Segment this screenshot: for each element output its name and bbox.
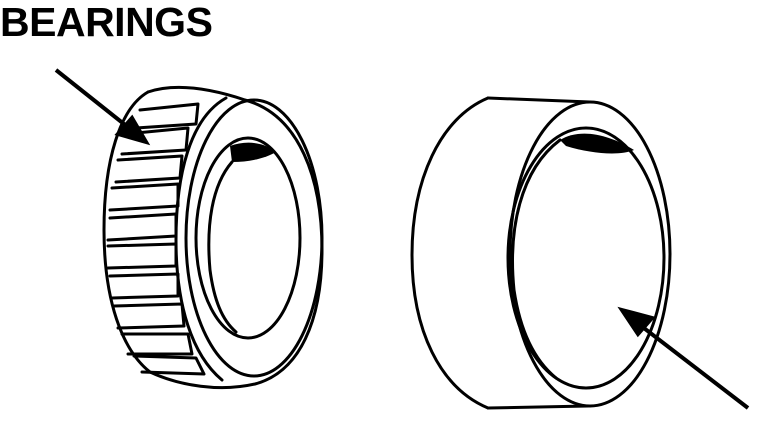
arrow-to-cup-race [634,320,750,410]
diagram-title: BEARINGS [0,0,213,45]
arrows [54,68,750,410]
arrow-head-rollers [114,114,151,146]
bore-shadow-left [230,142,276,162]
bearing-cup [410,96,672,410]
bore-shadow-right [560,133,634,154]
tapered-roller-bearing [102,85,324,390]
arrow-head-cup-race [617,306,656,338]
arrow-to-rollers [54,68,136,134]
